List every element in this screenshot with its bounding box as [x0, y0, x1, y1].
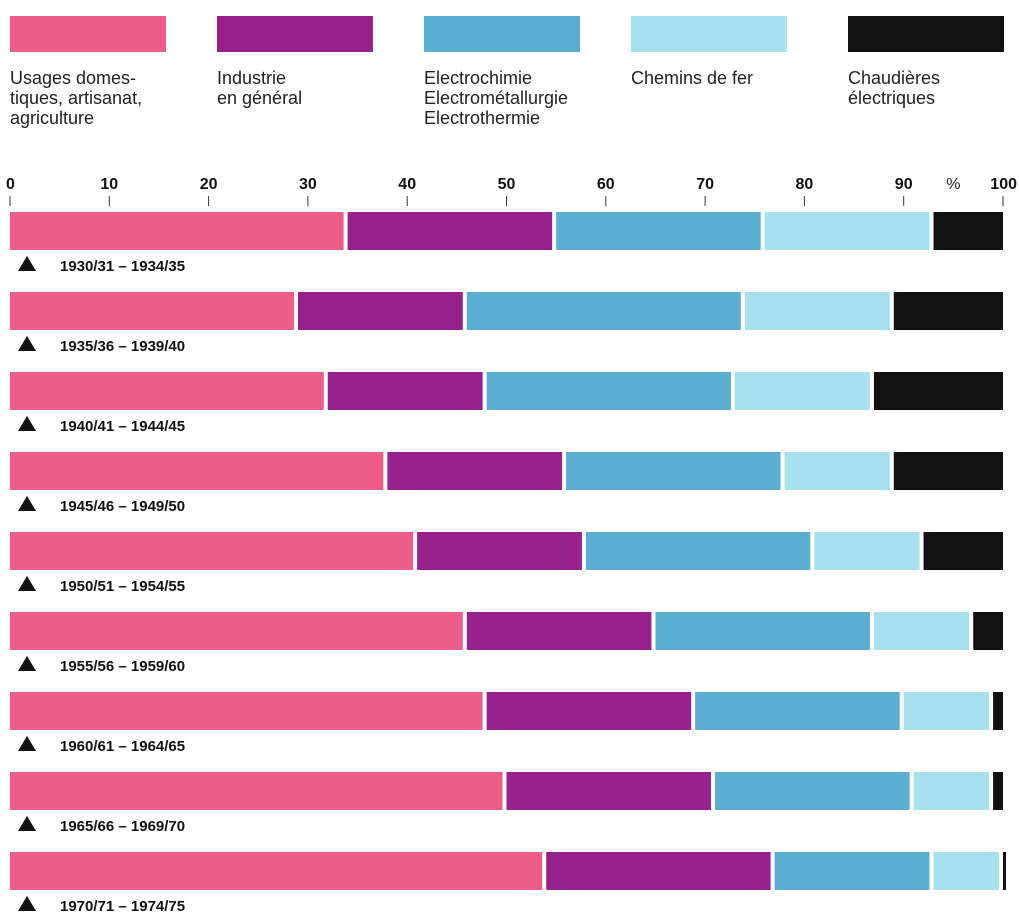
- triangle-marker-icon: [18, 416, 36, 431]
- bar-segment-9-3: [774, 852, 930, 890]
- legend-label-2: Industrie: [217, 68, 286, 88]
- legend-label-3: Electrochimie: [424, 68, 532, 88]
- bar-segment-8-4: [913, 772, 990, 810]
- x-tick-label: 90: [895, 176, 913, 193]
- x-tick-label: 30: [299, 176, 317, 193]
- x-tick-label: 50: [498, 176, 516, 193]
- legend-label-3: Electrométallurgie: [424, 88, 568, 108]
- legend-swatch-5: [848, 16, 1004, 52]
- bar-segment-9-4: [933, 852, 999, 890]
- bar-segment-1-4: [764, 212, 930, 250]
- triangle-marker-icon: [18, 896, 36, 911]
- x-tick-label: 0: [6, 176, 15, 193]
- x-tick-label: 10: [100, 176, 118, 193]
- bar-segment-3-3: [486, 372, 731, 410]
- legend: Usages domes-tiques, artisanat,agricultu…: [10, 16, 1004, 128]
- bars: [10, 212, 1006, 890]
- triangle-marker-icon: [18, 816, 36, 831]
- bar-segment-4-4: [784, 452, 890, 490]
- bar-segment-3-4: [734, 372, 870, 410]
- triangle-marker-icon: [18, 576, 36, 591]
- legend-label-1: agriculture: [10, 108, 94, 128]
- legend-label-3: Electrothermie: [424, 108, 540, 128]
- x-axis: 0 10 20 30 40 50 60 70 80 90 100%: [6, 176, 1017, 206]
- bar-segment-5-2: [417, 532, 582, 570]
- bar-segment-1-2: [347, 212, 553, 250]
- bar-segment-8-3: [715, 772, 910, 810]
- bar-segment-5-5: [923, 532, 1003, 570]
- bar-segment-2-3: [466, 292, 741, 330]
- bar-segment-4-3: [566, 452, 781, 490]
- period-label: 1955/56 – 1959/60: [60, 658, 185, 675]
- bar-segment-5-4: [814, 532, 920, 570]
- period-label: 1940/41 – 1944/45: [60, 418, 185, 435]
- bar-segment-1-3: [556, 212, 761, 250]
- bar-segment-1-5: [933, 212, 1003, 250]
- legend-label-5: Chaudières: [848, 68, 940, 88]
- bar-segment-2-2: [297, 292, 463, 330]
- bar-segment-7-4: [903, 692, 990, 730]
- bar-segment-6-1: [10, 612, 463, 650]
- bar-segment-2-4: [744, 292, 890, 330]
- legend-swatch-3: [424, 16, 580, 52]
- period-label: 1930/31 – 1934/35: [60, 258, 185, 275]
- x-unit-label: %: [946, 176, 960, 193]
- period-label: 1945/46 – 1949/50: [60, 498, 185, 515]
- bar-segment-7-2: [486, 692, 692, 730]
- bar-segment-7-5: [993, 692, 1003, 730]
- bar-segment-8-5: [993, 772, 1003, 810]
- legend-label-4: Chemins de fer: [631, 68, 753, 88]
- bar-segment-5-3: [585, 532, 811, 570]
- triangle-marker-icon: [18, 336, 36, 351]
- legend-label-1: Usages domes-: [10, 68, 136, 88]
- legend-label-1: tiques, artisanat,: [10, 88, 142, 108]
- period-label: 1970/71 – 1974/75: [60, 898, 185, 914]
- bar-segment-4-5: [893, 452, 1003, 490]
- bar-segment-2-1: [10, 292, 294, 330]
- bar-segment-8-2: [506, 772, 712, 810]
- period-label: 1935/36 – 1939/40: [60, 338, 185, 355]
- period-label: 1960/61 – 1964/65: [60, 738, 185, 755]
- legend-label-5: électriques: [848, 88, 935, 108]
- triangle-marker-icon: [18, 656, 36, 671]
- bar-segment-6-3: [655, 612, 870, 650]
- bar-segment-6-5: [973, 612, 1003, 650]
- period-label: 1965/66 – 1969/70: [60, 818, 185, 835]
- legend-label-2: en général: [217, 88, 302, 108]
- legend-swatch-4: [631, 16, 787, 52]
- bar-segment-6-4: [873, 612, 970, 650]
- triangle-marker-icon: [18, 736, 36, 751]
- legend-swatch-2: [217, 16, 373, 52]
- bar-segment-7-3: [695, 692, 900, 730]
- bar-segment-9-5: [1003, 852, 1006, 890]
- x-tick-label: 100: [990, 176, 1017, 193]
- bar-segment-3-1: [10, 372, 324, 410]
- legend-swatch-1: [10, 16, 166, 52]
- bar-segment-3-5: [873, 372, 1003, 410]
- bar-segment-7-1: [10, 692, 483, 730]
- bar-segment-6-2: [466, 612, 652, 650]
- bar-segment-4-1: [10, 452, 384, 490]
- period-labels: 1930/31 – 1934/35 1935/36 – 1939/40 1940/4…: [18, 256, 185, 914]
- bar-segment-3-2: [327, 372, 483, 410]
- bar-segment-2-5: [893, 292, 1003, 330]
- bar-segment-9-1: [10, 852, 543, 890]
- x-tick-label: 40: [398, 176, 416, 193]
- bar-segment-9-2: [546, 852, 771, 890]
- x-tick-label: 80: [796, 176, 814, 193]
- bar-segment-4-2: [387, 452, 563, 490]
- period-label: 1950/51 – 1954/55: [60, 578, 185, 595]
- x-tick-label: 20: [200, 176, 218, 193]
- triangle-marker-icon: [18, 496, 36, 511]
- bar-segment-1-1: [10, 212, 344, 250]
- x-tick-label: 60: [597, 176, 615, 193]
- bar-segment-5-1: [10, 532, 414, 570]
- triangle-marker-icon: [18, 256, 36, 271]
- bar-segment-8-1: [10, 772, 503, 810]
- x-tick-label: 70: [696, 176, 714, 193]
